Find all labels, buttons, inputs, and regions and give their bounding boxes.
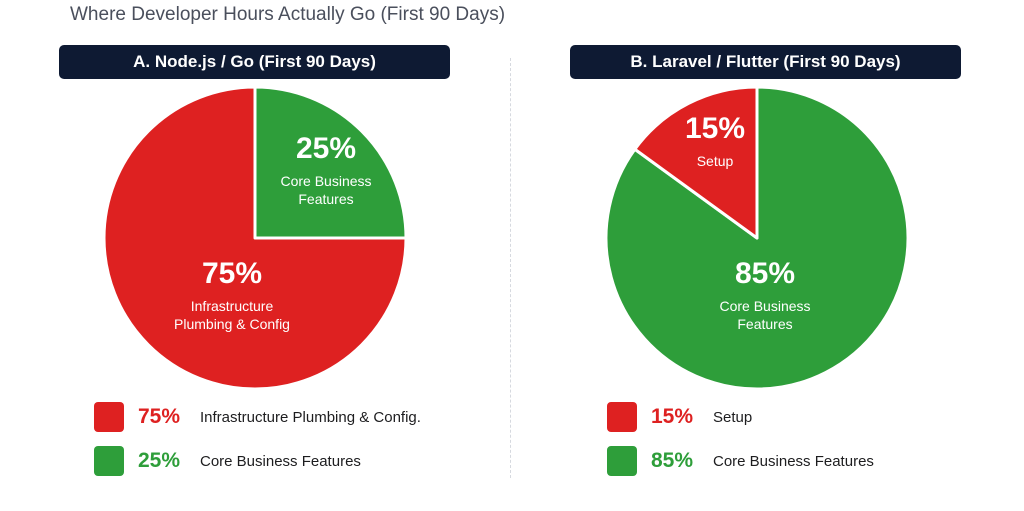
pie-b-slice-2-label-line: Setup [697, 153, 734, 169]
pie-a-slice-2-label-line: Plumbing & Config [174, 316, 290, 332]
pie-a-slice-2-pct-label: 75% [202, 257, 262, 290]
legend-swatch [607, 446, 637, 476]
pie-a-slice-1 [253, 85, 408, 240]
pie-b-slice-1-label-line: Features [737, 316, 792, 332]
legend-label: Core Business Features [713, 452, 874, 470]
legend-swatch [607, 402, 637, 432]
legend-b-item-2: 85% Core Business Features [607, 446, 874, 476]
legend-label: Infrastructure Plumbing & Config. [200, 408, 421, 426]
legend-a-item-2: 25% Core Business Features [94, 446, 361, 476]
pie-a-slice-2 [102, 85, 408, 391]
legend-label: Setup [713, 408, 753, 426]
legend-label: Core Business Features [200, 452, 361, 470]
legend-pct: 75% [138, 405, 181, 428]
chart-b-header: B. Laravel / Flutter (First 90 Days) [570, 45, 961, 79]
legend-pct: 85% [651, 449, 694, 472]
legend-b-item-1: 15% Setup [607, 402, 752, 432]
panel-divider [510, 58, 511, 478]
legend-pct: 15% [651, 405, 694, 428]
legend-swatch [94, 402, 124, 432]
legend-pct: 25% [138, 449, 181, 472]
pie-b-slice-1-label-line: Core Business [719, 298, 810, 314]
pie-a-slice-1-label-line: Features [298, 191, 353, 207]
legend-swatch [94, 446, 124, 476]
page-title: Where Developer Hours Actually Go (First… [70, 4, 506, 25]
legend-a-item-1: 75% Infrastructure Plumbing & Config. [94, 402, 421, 432]
pie-b-slice-1-pct-label: 85% [735, 257, 795, 290]
pie-b-slice-2-pct-label: 15% [685, 112, 745, 145]
chart-a-header: A. Node.js / Go (First 90 Days) [59, 45, 450, 79]
pie-a-slice-1-label-line: Core Business [280, 173, 371, 189]
pie-b-slice-2 [633, 85, 759, 240]
pie-a-slice-1-pct-label: 25% [296, 132, 356, 165]
pie-a-slice-2-label-line: Infrastructure [191, 298, 274, 314]
